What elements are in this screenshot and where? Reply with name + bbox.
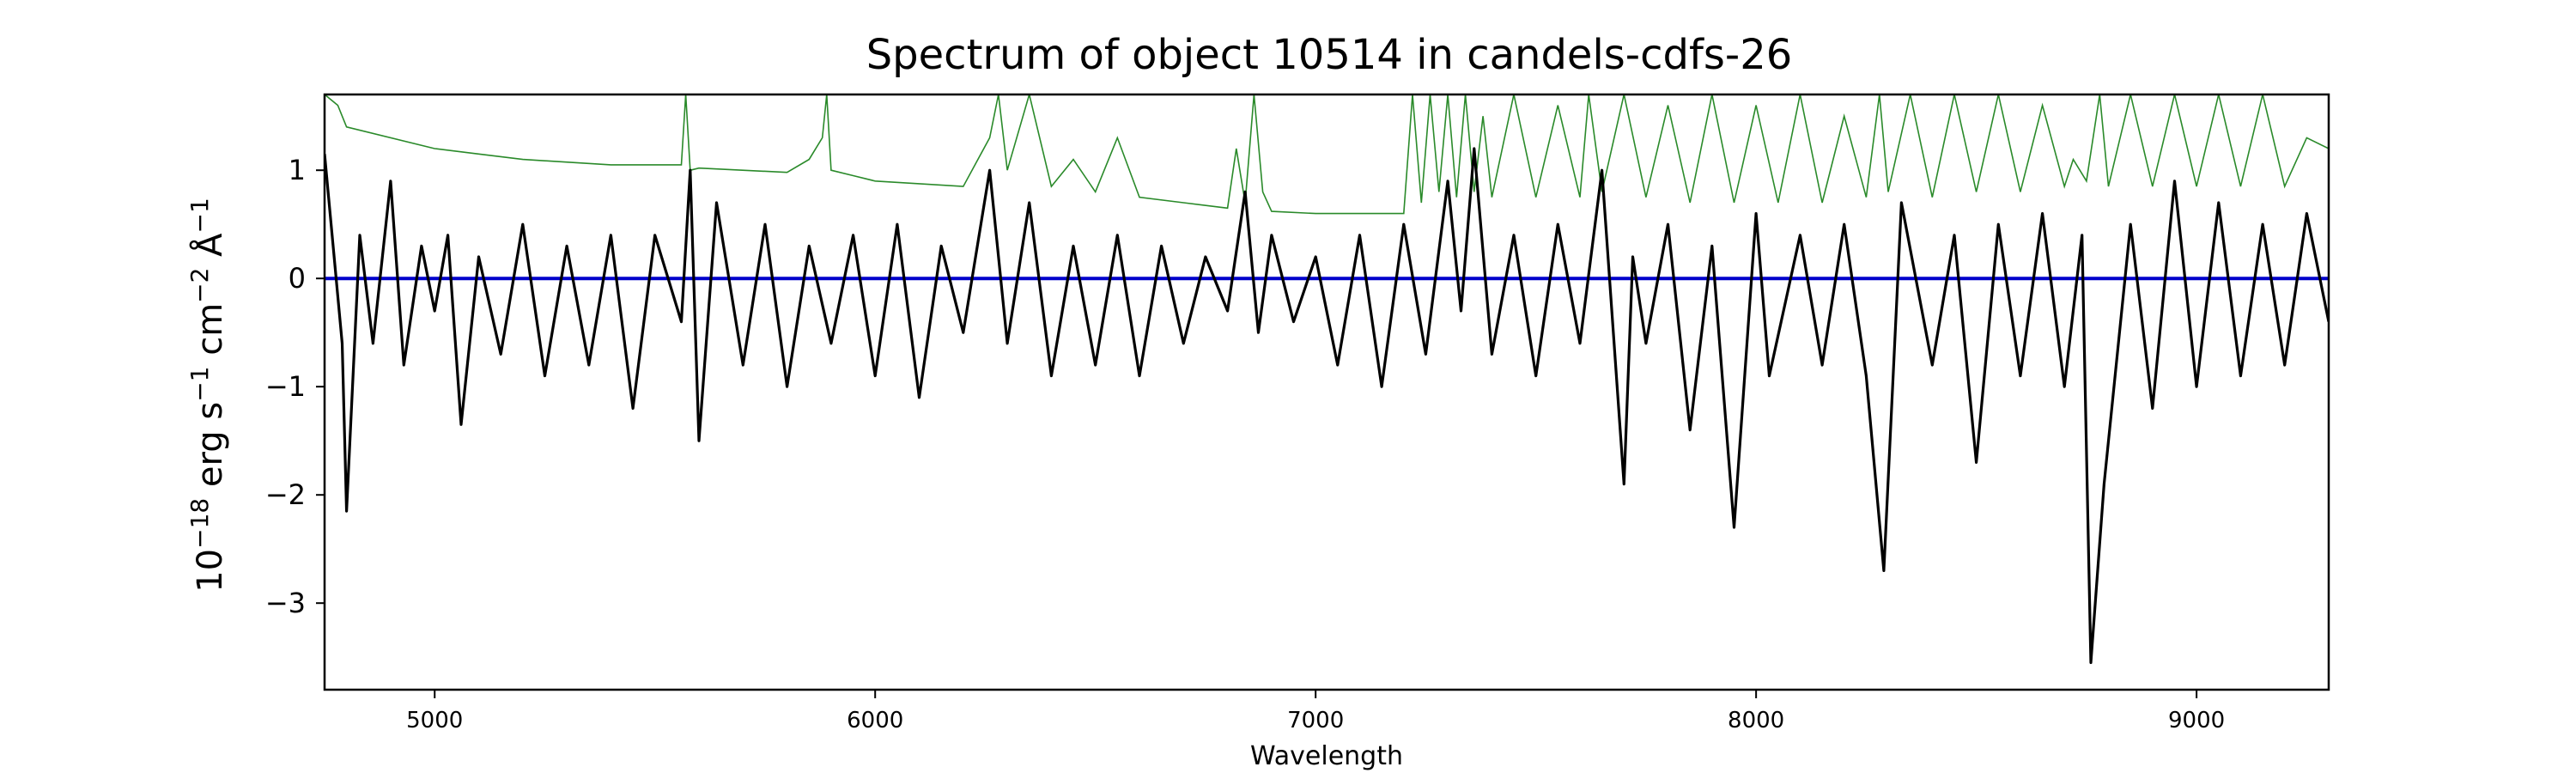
flux-spectrum-line <box>325 147 2329 665</box>
x-axis-ticks: 5000 6000 7000 8000 9000 <box>406 690 2225 733</box>
plot-area <box>325 94 2329 665</box>
x-tick-label: 9000 <box>2168 708 2225 733</box>
y-tick-label: 1 <box>289 154 306 186</box>
axes-frame <box>323 93 2330 691</box>
y-tick-label: −3 <box>265 587 306 619</box>
error-spectrum-line <box>325 94 2329 215</box>
x-tick-label: 5000 <box>406 708 463 733</box>
x-tick-label: 7000 <box>1287 708 1344 733</box>
chart-title: Spectrum of object 10514 in candels-cdfs… <box>866 31 1793 79</box>
x-tick-label: 8000 <box>1728 708 1784 733</box>
y-tick-label: 0 <box>289 262 306 295</box>
y-axis-ticks: −3 −2 −1 0 1 <box>265 154 325 619</box>
x-axis-label: Wavelength <box>1250 741 1403 771</box>
y-tick-label: −2 <box>265 478 306 511</box>
y-tick-label: −1 <box>265 370 306 403</box>
x-tick-label: 6000 <box>847 708 903 733</box>
y-axis-label: 10−18 erg s−1 cm−2 Å−1 <box>185 198 230 593</box>
